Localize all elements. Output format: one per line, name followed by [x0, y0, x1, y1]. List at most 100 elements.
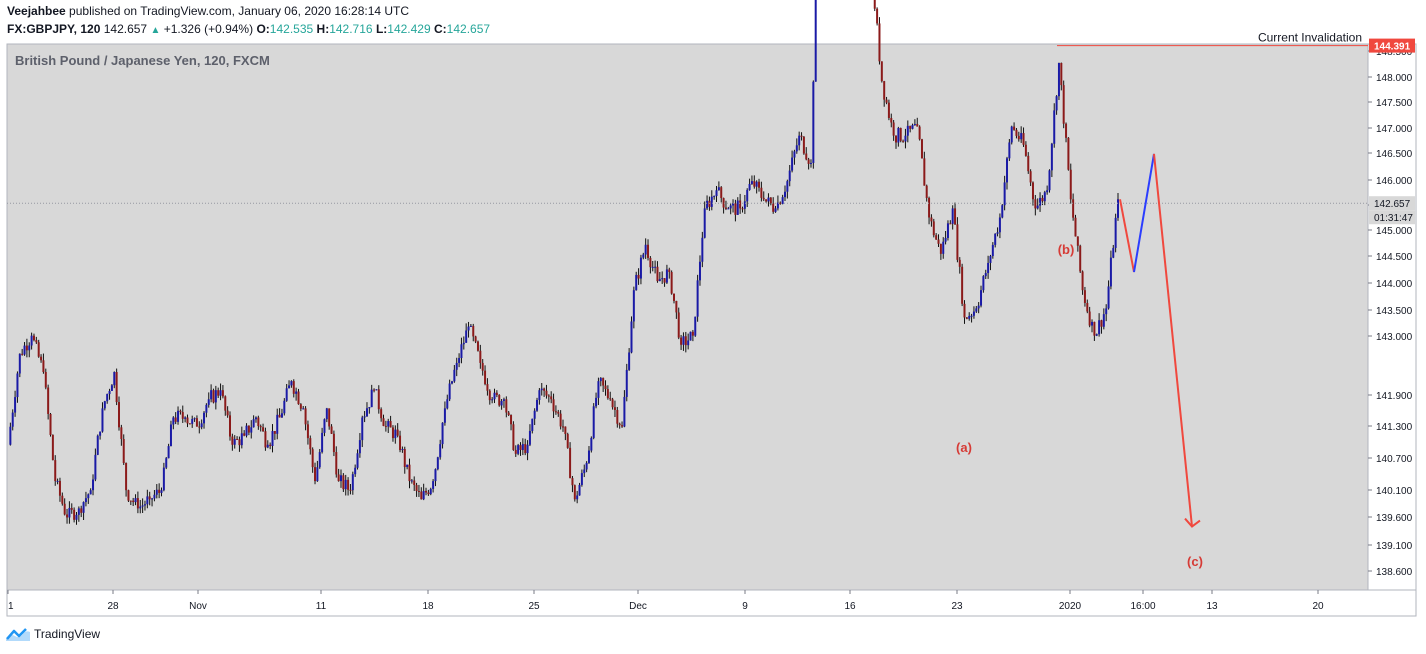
candle-body	[566, 434, 569, 448]
candle-body	[562, 426, 564, 428]
candle-body	[564, 426, 567, 435]
candle-body	[637, 274, 640, 279]
candle-body	[203, 412, 206, 424]
candle-body	[42, 360, 45, 373]
footer-brand[interactable]: TradingView	[6, 627, 100, 641]
candle-body	[394, 429, 397, 439]
candle-body	[118, 402, 120, 428]
candle-body	[545, 390, 548, 396]
low-label: L:	[375, 22, 388, 36]
candle-body	[1102, 314, 1105, 327]
candle-body	[805, 153, 808, 160]
candle-body	[621, 425, 624, 427]
candle-body	[1043, 192, 1046, 202]
candle-body	[760, 187, 763, 198]
candle-body	[991, 244, 994, 257]
candle-body	[243, 433, 246, 436]
candle-body	[358, 440, 361, 454]
candle-body	[356, 453, 359, 468]
candle-body	[94, 454, 97, 480]
candle-body	[800, 135, 803, 137]
candle-body	[750, 181, 753, 184]
candle-body	[1036, 205, 1039, 209]
candle-body	[122, 439, 125, 464]
candle-body	[602, 377, 605, 386]
candle-body	[191, 418, 194, 424]
candle-body	[883, 81, 886, 100]
candle-body	[616, 409, 619, 424]
candle-body	[217, 390, 220, 396]
candle-body	[925, 185, 928, 198]
candle-body	[32, 335, 35, 341]
candle-body	[229, 415, 231, 437]
candle-body	[1100, 320, 1103, 327]
candle-body	[937, 239, 940, 244]
candle-body	[729, 205, 732, 209]
candle-body	[436, 457, 439, 470]
candle-body	[665, 269, 668, 283]
candle-body	[455, 362, 458, 370]
candle-body	[963, 303, 966, 318]
candle-body	[1065, 123, 1068, 138]
candle-body	[590, 437, 593, 451]
candle-body	[375, 389, 378, 391]
candle-body	[184, 417, 187, 419]
candle-body	[635, 274, 638, 291]
candle-body	[1031, 182, 1034, 200]
time-axis	[6, 589, 1417, 617]
x-tick-label: Nov	[189, 601, 207, 612]
candle-body	[573, 485, 576, 500]
candle-body	[538, 390, 541, 400]
candle-body	[599, 377, 602, 382]
candle-body	[814, 0, 817, 82]
candle-body	[141, 505, 144, 507]
candle-body	[920, 139, 923, 159]
candle-body	[786, 181, 789, 192]
y-tick-label: 146.000	[1376, 176, 1413, 187]
candle-body	[521, 444, 524, 451]
candle-body	[210, 390, 213, 400]
candle-body	[970, 315, 973, 317]
candle-body	[682, 336, 685, 345]
candle-body	[82, 502, 85, 513]
candle-body	[399, 435, 402, 451]
candle-body	[1076, 236, 1079, 246]
candle-body	[115, 372, 118, 403]
candle-body	[902, 140, 905, 142]
candle-body	[807, 159, 810, 164]
candle-body	[417, 491, 420, 493]
candle-body	[479, 350, 482, 363]
candle-body	[25, 345, 28, 351]
candle-body	[812, 81, 815, 163]
candle-body	[198, 426, 201, 428]
candle-body	[628, 352, 631, 370]
candle-body	[177, 410, 180, 422]
candle-body	[1055, 96, 1058, 111]
candle-body	[670, 272, 673, 294]
candle-body	[14, 397, 17, 413]
tradingview-logo-icon	[6, 628, 30, 641]
candle-body	[961, 266, 964, 304]
candle-body	[571, 478, 574, 486]
candle-body	[954, 208, 957, 225]
y-tick-label: 139.100	[1376, 541, 1413, 552]
candle-body	[904, 135, 907, 142]
high-value: 142.716	[329, 22, 373, 36]
candle-body	[519, 445, 522, 451]
candle-body	[996, 232, 999, 234]
candle-body	[247, 425, 250, 433]
candle-body	[531, 418, 534, 431]
close-value: 142.657	[446, 22, 491, 36]
candle-body	[776, 202, 779, 209]
candle-body	[1039, 197, 1042, 206]
candle-body	[500, 400, 503, 406]
author-name[interactable]: Veejahbee	[7, 4, 66, 18]
candle-body	[134, 498, 137, 503]
candle-body	[250, 427, 253, 433]
candle-body	[238, 439, 241, 446]
candle-body	[384, 425, 387, 427]
candle-body	[155, 489, 158, 495]
candle-body	[939, 243, 942, 254]
candle-body	[895, 135, 897, 143]
price-chart[interactable]: British Pound / Japanese Yen, 120, FXCM 1…	[0, 0, 1426, 620]
